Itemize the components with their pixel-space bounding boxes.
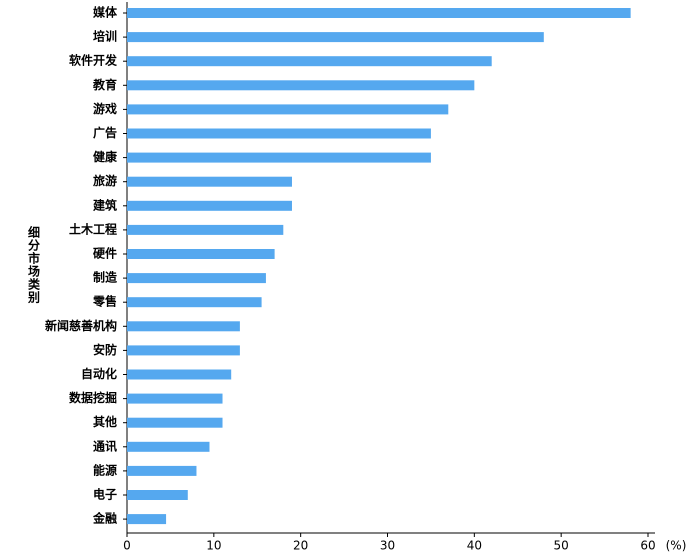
bar [127,32,544,43]
y-tick-label: 安防 [93,342,117,357]
bar [127,56,492,67]
bar [127,417,223,428]
x-tick-label: 60 [640,539,655,553]
y-tick-label: 数据挖掘 [69,390,117,405]
y-tick-label: 制造 [93,270,118,285]
y-axis-title: 细分市场类别 [27,225,41,304]
bar [127,514,167,525]
bar [127,152,431,163]
y-tick-label: 教育 [92,77,117,92]
y-tick-label: 培训 [93,29,117,44]
bar [127,200,292,211]
y-tick-label: 其他 [93,414,117,429]
y-tick-label: 土木工程 [69,221,117,236]
bar [127,321,240,332]
y-tick-label: 通讯 [93,438,117,453]
y-tick-label: 能源 [93,462,117,477]
x-tick-label: 50 [554,539,569,553]
bar [127,393,223,404]
y-tick-label: 健康 [93,149,118,164]
bar [127,465,197,476]
bar [127,176,292,187]
bar [127,128,431,139]
bar [127,441,210,452]
bar [127,369,232,380]
x-tick-label: 10 [206,539,221,553]
x-tick-label: 40 [467,539,482,553]
y-tick-label: 软件开发 [69,53,118,68]
y-tick-label: 金融 [92,511,117,526]
bar [127,8,631,18]
bar [127,80,475,91]
bar [127,273,266,284]
x-tick-label: 0 [123,539,131,553]
y-tick-label: 零售 [92,294,117,309]
y-tick-label: 自动化 [81,366,117,381]
bar [127,224,284,235]
x-tick-label: 30 [380,539,395,553]
y-tick-label: 电子 [93,487,117,502]
y-tick-label: 建筑 [92,197,117,212]
y-tick-label: 新闻慈善机构 [45,318,117,333]
bar [127,490,188,500]
x-axis-unit: (%) [666,539,687,553]
bar [127,345,240,356]
bar [127,104,449,115]
x-tick-label: 20 [293,539,308,553]
bar [127,297,262,308]
y-tick-label: 游戏 [93,101,117,116]
y-tick-label: 旅游 [93,173,117,188]
y-tick-label: 广告 [93,125,117,140]
bar [127,249,275,259]
y-tick-label: 硬件 [93,246,117,261]
y-tick-label: 媒体 [93,5,118,20]
